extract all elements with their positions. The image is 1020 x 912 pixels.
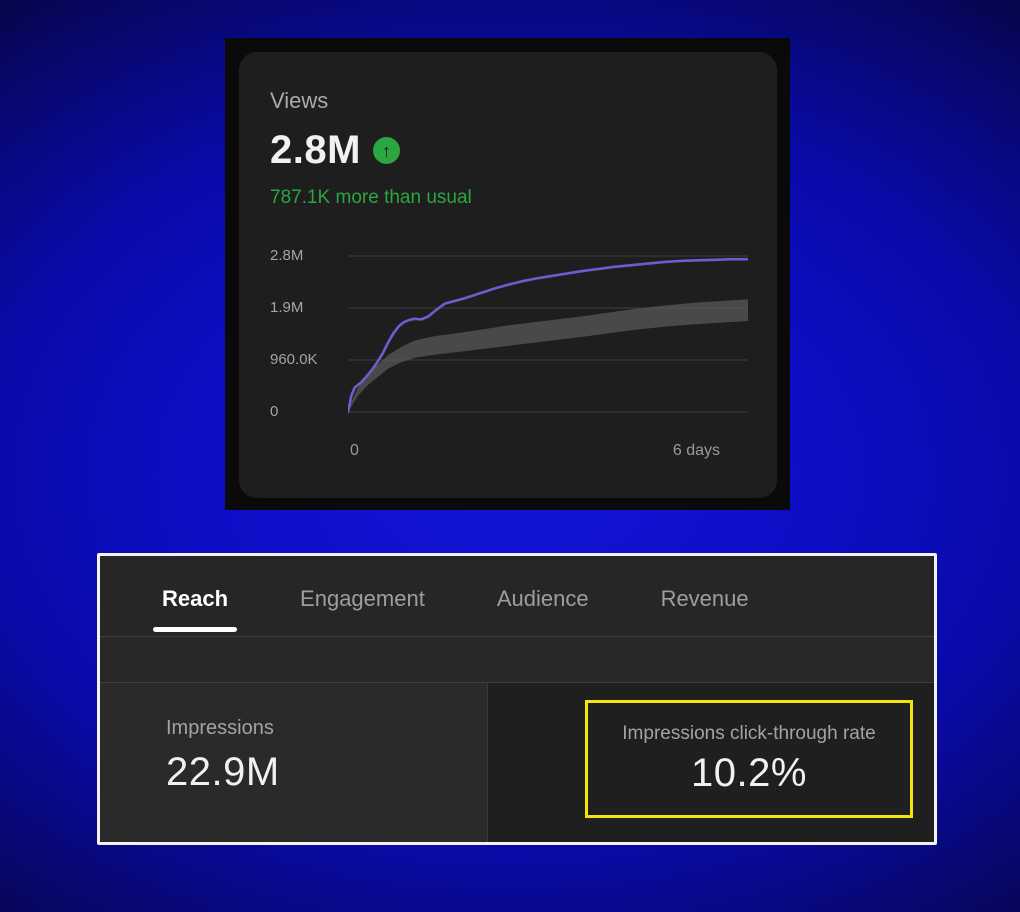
views-card-title: Views <box>270 88 329 113</box>
panel-spacer-row <box>100 637 934 683</box>
metric-value: 22.9M <box>166 750 280 794</box>
yellow-highlight-annotation: Impressions click-through rate 10.2% <box>585 700 913 818</box>
y-axis-tick-label: 960.0K <box>270 351 318 368</box>
tab-audience[interactable]: Audience <box>496 586 589 611</box>
metric-label: Impressions <box>166 717 274 739</box>
views-card: Views 2.8M ↑ 787.1K more than usual 0 960… <box>239 52 777 498</box>
views-line-chart[interactable] <box>346 248 750 416</box>
x-axis-tick-start: 0 <box>350 442 359 459</box>
typical-range-band <box>348 299 748 412</box>
views-total-value: 2.8M <box>270 128 361 172</box>
analytics-panel: Reach Engagement Audience Revenue Impres… <box>97 553 937 845</box>
views-card-backdrop: Views 2.8M ↑ 787.1K more than usual 0 960… <box>225 38 790 510</box>
metric-label: Impressions click-through rate <box>622 722 876 744</box>
y-axis-tick-label: 0 <box>270 403 279 420</box>
chart-x-axis: 0 6 days <box>348 442 748 462</box>
trend-up-icon: ↑ <box>372 137 400 164</box>
y-axis-tick-label: 1.9M <box>270 299 304 316</box>
y-axis-tick-label: 2.8M <box>270 247 304 264</box>
metric-card-click-through-rate[interactable]: Impressions click-through rate 10.2% <box>488 683 934 842</box>
views-series-line <box>346 257 750 414</box>
views-comparison-text: 787.1K more than usual <box>270 187 472 208</box>
metric-value: 10.2% <box>691 750 807 795</box>
tab-engagement[interactable]: Engagement <box>300 586 425 611</box>
chart-y-axis: 0 960.0K 1.9M 2.8M <box>270 247 348 420</box>
metrics-row: Impressions 22.9M Impressions click-thro… <box>100 683 934 842</box>
analytics-tab-bar: Reach Engagement Audience Revenue <box>100 556 934 637</box>
x-axis-tick-end: 6 days <box>672 442 720 459</box>
tab-revenue[interactable]: Revenue <box>660 586 749 611</box>
tab-reach[interactable]: Reach <box>162 586 228 632</box>
metric-card-impressions[interactable]: Impressions 22.9M <box>100 683 488 842</box>
views-chart-block: 0 960.0K 1.9M 2.8M 0 6 days <box>270 247 750 462</box>
